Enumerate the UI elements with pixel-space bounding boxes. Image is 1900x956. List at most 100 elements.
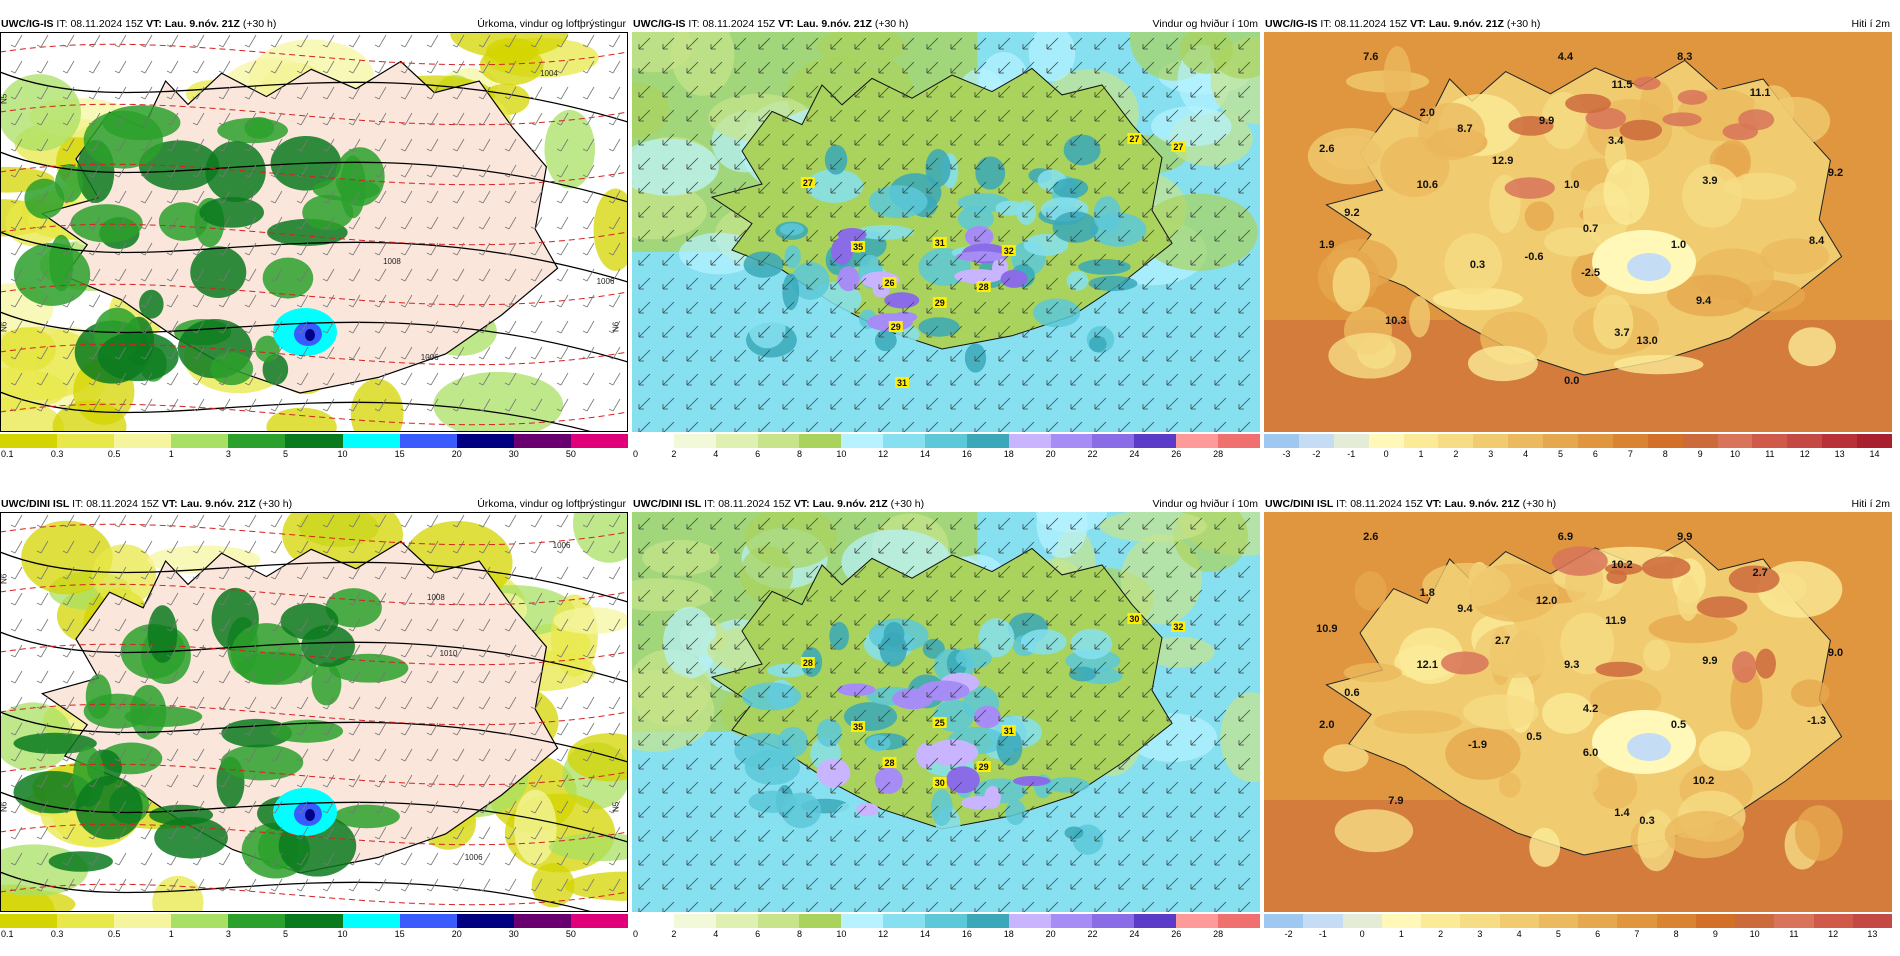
wind-barb [530,86,543,100]
precip-area [325,588,382,628]
wind-arrow [734,37,747,50]
legend-tick-label: 3 [225,929,231,939]
latitude-label: N6 [612,321,621,332]
wind-barb [348,852,361,866]
wind-barb [556,800,569,814]
gust-label: 30 [935,778,945,788]
map-wind[interactable]: 27 27 27 35 31 32 26 28 29 29 31 [632,32,1260,432]
wind-barb [582,86,595,100]
temperature-contour [0,763,628,786]
wind-area [1078,259,1131,275]
wind-arrow [1046,781,1059,794]
wind-barb [244,372,257,386]
legend-tick-label: 8 [1673,929,1679,939]
wind-arrow [1118,565,1131,578]
wind-barb [114,826,127,840]
wind-barb [114,164,127,178]
wind-barb [426,398,439,412]
wind-barb [426,566,439,580]
wind-barb [270,644,283,658]
wind-barb [556,216,569,230]
wind-arrow [1118,685,1131,698]
wind-barb [218,86,231,100]
wind-area [1063,134,1101,166]
wind-barb [36,86,49,100]
map-precip[interactable]: 1004 1006 1006 1008 N5 N6 N6 [0,32,628,432]
wind-barb [426,190,439,204]
legend-tick-label: 13 [1834,449,1845,459]
legend-swatch [632,914,674,928]
wind-barb [270,540,283,554]
wind-arrow [830,877,843,890]
wind-barb [348,34,361,48]
wind-barb [426,60,439,74]
legend-tick-label: 14 [920,929,931,939]
legend-swatch [1578,914,1618,928]
precip-area [564,871,628,901]
wind-barb [582,34,595,48]
legend-tick-label: 16 [961,449,972,459]
forecast-panel-temp: UWC/DINI ISL IT: 08.11.2024 15Z VT: Lau.… [1264,496,1892,956]
legend-tick-label: 10 [337,929,348,939]
map-precip[interactable]: 1008 1010 1006 1006 N6 N6 N5 [0,512,628,912]
wind-arrow [1238,877,1251,890]
wind-barb [426,774,439,788]
wind-arrow [710,349,723,362]
precip-area [75,776,143,840]
legend-tick-label: 8 [796,929,802,939]
wind-barb [608,852,621,866]
wind-barb [556,696,569,710]
legend-tick-label: -2 [1312,449,1321,459]
precip-area [97,331,179,382]
valid-time: Lau. 9.nóv. 21Z [164,18,240,30]
wind-arrow [1022,109,1035,122]
wind-arrow [1022,877,1035,890]
wind-barb [530,722,543,736]
wind-arrow [830,229,843,242]
wind-barb [218,60,231,74]
wind-barb [140,164,153,178]
map-wind[interactable]: 30 28 32 35 25 31 28 29 30 [632,512,1260,912]
wind-area [1020,816,1051,855]
gust-marker [932,717,947,728]
wind-arrow [1070,157,1083,170]
map-temp[interactable]: 2.6 6.9 9.9 10.2 2.7 1.8 9.4 12.0 10.9 11.9 2.7 12.… [1264,512,1892,912]
legend-swatch [1176,914,1219,928]
wind-area [829,621,849,651]
wind-arrow [806,565,819,578]
wind-barb [608,60,621,74]
wind-arrow [830,637,843,650]
gust-marker [888,321,903,332]
wind-arrow [710,253,723,266]
legend-swatch [171,434,229,448]
wind-arrow [854,517,867,530]
wind-barb [192,644,205,658]
wind-barb [10,826,23,840]
legend-tick-label: -1 [1318,929,1327,939]
wind-arrow [998,589,1011,602]
wind-arrow [1022,757,1035,770]
wind-barb [270,696,283,710]
wind-barb [582,618,595,632]
legend-tick-label: 28 [1213,929,1224,939]
legend-tick-label: 15 [394,449,405,459]
wind-arrow [830,133,843,146]
precip-area [553,607,628,634]
map-temp[interactable]: 7.6 4.4 8.3 11.5 11.1 2.0 8.7 9.9 2.6 3.4 12.9 10.6… [1264,32,1892,432]
wind-arrow [758,805,771,818]
wind-barb [556,540,569,554]
wind-arrow [974,301,987,314]
wind-barb [10,800,23,814]
wind-arrow [830,109,843,122]
wind-barb [36,618,49,632]
wind-arrow [998,133,1011,146]
wind-arrow [1142,757,1155,770]
wind-arrow [782,517,795,530]
wind-arrow [1238,277,1251,290]
wind-arrow [1214,877,1227,890]
wind-arrow [662,397,675,410]
precip-area [158,202,208,241]
wind-arrow [1070,805,1083,818]
wind-arrow [1022,829,1035,842]
isobar-label: 1006 [597,277,615,286]
